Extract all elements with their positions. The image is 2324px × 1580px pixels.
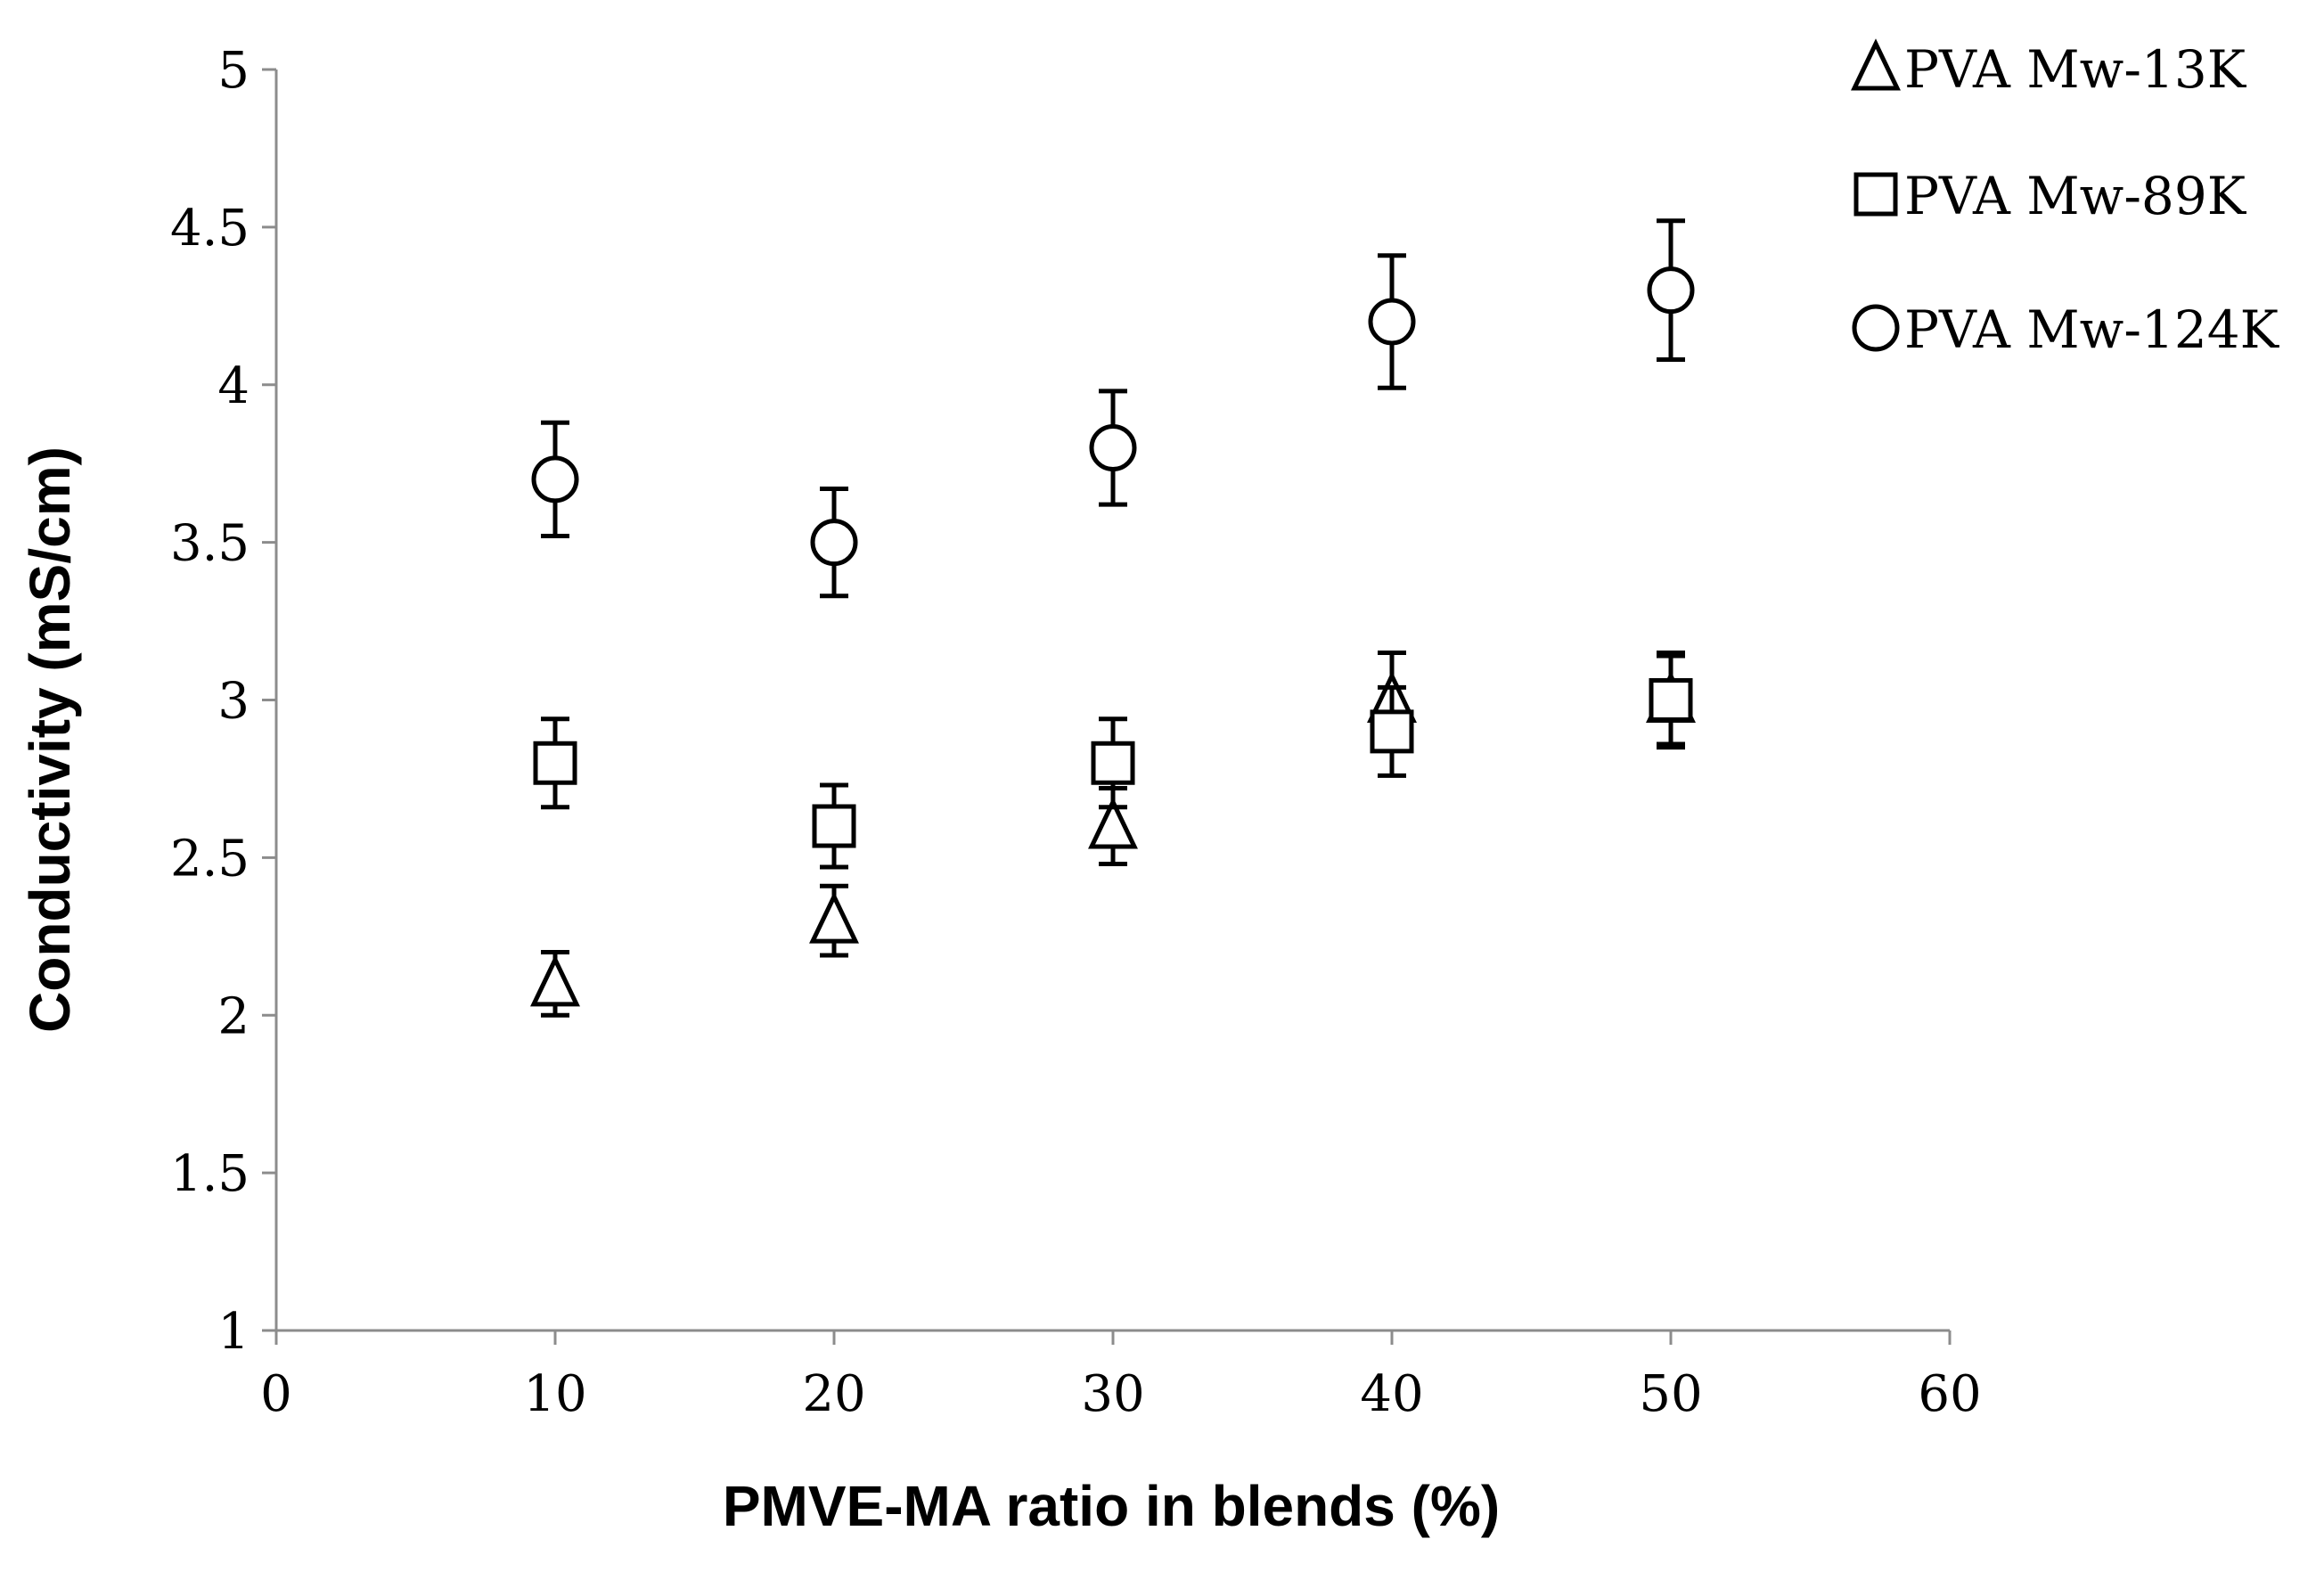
x-axis-title: PMVE-MA ratio in blends (%) (723, 1474, 1500, 1538)
data-point-circle (810, 519, 858, 567)
legend-label: PVA Mw-89K (1904, 166, 2247, 226)
legend: PVA Mw-13K PVA Mw-89K PVA Mw-124K (1851, 38, 2280, 360)
series-circle (531, 218, 1695, 599)
y-axis-title: Conductivity (mS/cm) (18, 446, 82, 1033)
legend-label: PVA Mw-13K (1904, 39, 2247, 100)
x-tick-label: 20 (802, 1365, 865, 1423)
x-tick-label: 40 (1360, 1365, 1423, 1423)
y-tick-label: 4 (217, 357, 250, 415)
data-point-circle (1089, 424, 1137, 471)
y-tick-label: 3.5 (170, 515, 250, 573)
axes (262, 68, 1952, 1345)
data-point-square (812, 804, 856, 848)
y-tick-label: 5 (217, 42, 250, 100)
legend-marker-circle (1852, 304, 1900, 352)
data-point-square (533, 741, 577, 785)
y-tick-label: 3 (217, 673, 250, 731)
data-point-triangle (530, 954, 580, 1007)
data-point-square (1370, 709, 1414, 754)
legend-marker-square (1853, 172, 1898, 217)
x-tick-label: 30 (1081, 1365, 1144, 1423)
y-tick-label: 1 (217, 1303, 250, 1361)
series-square (533, 653, 1693, 870)
y-tick-label: 1.5 (170, 1145, 250, 1203)
y-tick-label: 2.5 (170, 830, 250, 888)
data-point-circle (1368, 298, 1416, 346)
x-tick-label: 10 (523, 1365, 586, 1423)
legend-marker-triangle (1851, 38, 1901, 91)
data-point-triangle (809, 891, 859, 944)
x-tick-label: 50 (1639, 1365, 1702, 1423)
data-point-circle (1647, 266, 1695, 315)
x-tick-label: 60 (1918, 1365, 1981, 1423)
y-tick-label: 2 (217, 987, 250, 1045)
data-point-triangle (1088, 797, 1138, 849)
legend-label: PVA Mw-124K (1904, 299, 2280, 360)
series-triangle (530, 650, 1696, 1018)
data-point-square (1091, 741, 1135, 785)
plot-area (530, 218, 1696, 1018)
y-tick-label: 4.5 (170, 200, 250, 258)
tick-labels: 11.522.533.544.550 10 20 30 40 50 60 (170, 42, 1982, 1423)
data-point-circle (531, 455, 579, 503)
x-tick-label: 0 (260, 1365, 292, 1423)
data-point-square (1649, 678, 1693, 722)
